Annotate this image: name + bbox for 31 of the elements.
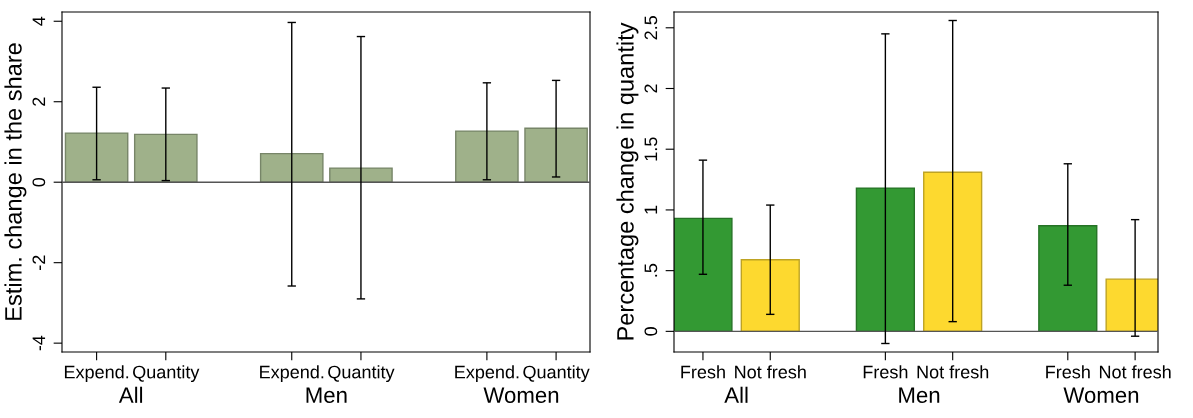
y-tick-label: 0 bbox=[644, 327, 658, 336]
text: Women bbox=[483, 387, 559, 404]
text: All bbox=[118, 386, 143, 403]
y-tick-label: .5 bbox=[644, 263, 658, 277]
text: Men bbox=[306, 387, 347, 404]
x-tick-label: Not fresh bbox=[1099, 365, 1171, 379]
x-tick-label: Expend. bbox=[260, 365, 324, 383]
y-axis-title: Estim. change in the share bbox=[4, 43, 27, 320]
y-tick-label: -2 bbox=[32, 255, 46, 270]
y-tick-label: 1.5 bbox=[644, 137, 658, 161]
x-tick-label: Fresh bbox=[1046, 365, 1090, 379]
y-tick-label: 1 bbox=[644, 205, 658, 214]
text: All bbox=[724, 386, 748, 403]
y-tick-label: 2 bbox=[644, 84, 658, 93]
y-tick-label: 2.5 bbox=[644, 15, 658, 40]
y-tick-label: -4 bbox=[32, 335, 46, 351]
text: Women bbox=[1063, 387, 1139, 404]
x-tick-label: Quantity bbox=[133, 365, 200, 383]
x-tick-label: Fresh bbox=[863, 365, 908, 379]
text: Men bbox=[899, 387, 940, 404]
x-tick-label: Not fresh bbox=[917, 365, 989, 379]
x-tick-label: Quantity bbox=[328, 365, 395, 383]
x-tick-label: Expend. bbox=[455, 365, 519, 383]
y-axis-title: Percentage change in quantity bbox=[616, 22, 639, 340]
x-tick-label: Expend. bbox=[64, 365, 129, 383]
x-tick-label: Quantity bbox=[523, 365, 590, 383]
y-tick-label: 4 bbox=[32, 16, 46, 26]
x-tick-label: Not fresh bbox=[735, 365, 806, 379]
x-tick-label: Fresh bbox=[681, 365, 725, 379]
y-tick-label: 2 bbox=[32, 97, 46, 106]
y-tick-label: 0 bbox=[32, 177, 46, 187]
